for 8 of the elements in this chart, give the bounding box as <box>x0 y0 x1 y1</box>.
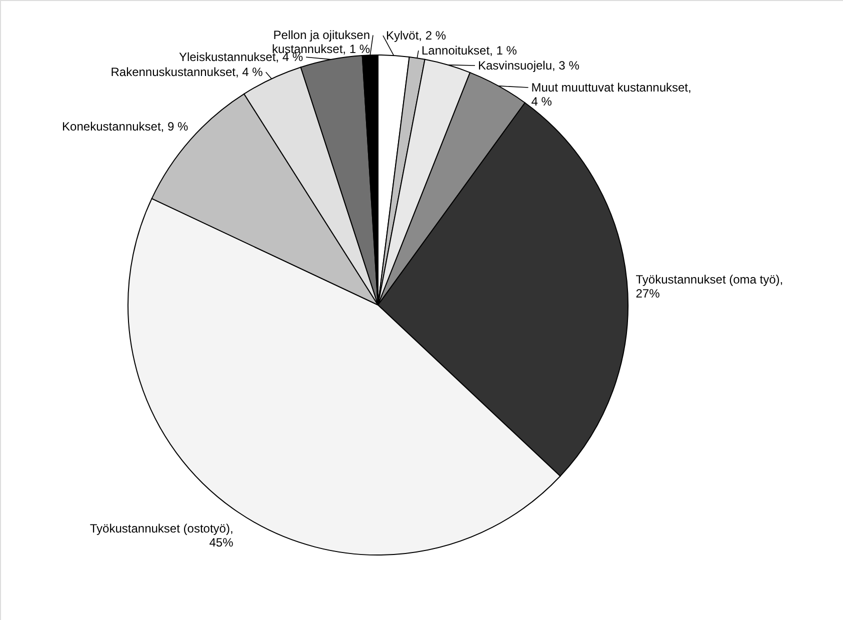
slice-label: Kylvöt, 2 % <box>386 28 446 43</box>
slice-label: Rakennuskustannukset, 4 % <box>110 65 264 80</box>
slice-label: Työkustannukset (ostotyö), 45% <box>90 521 234 550</box>
slice-label: Työkustannukset (oma työ), 27% <box>636 272 784 301</box>
slice-label: Lannoitukset, 1 % <box>421 44 518 58</box>
slice-label: Konekustannukset, 9 % <box>62 119 188 134</box>
slice-label: Kasvinsuojelu, 3 % <box>478 58 580 73</box>
slice-label: Muut muuttuvat kustannukset, 4 % <box>531 80 692 109</box>
